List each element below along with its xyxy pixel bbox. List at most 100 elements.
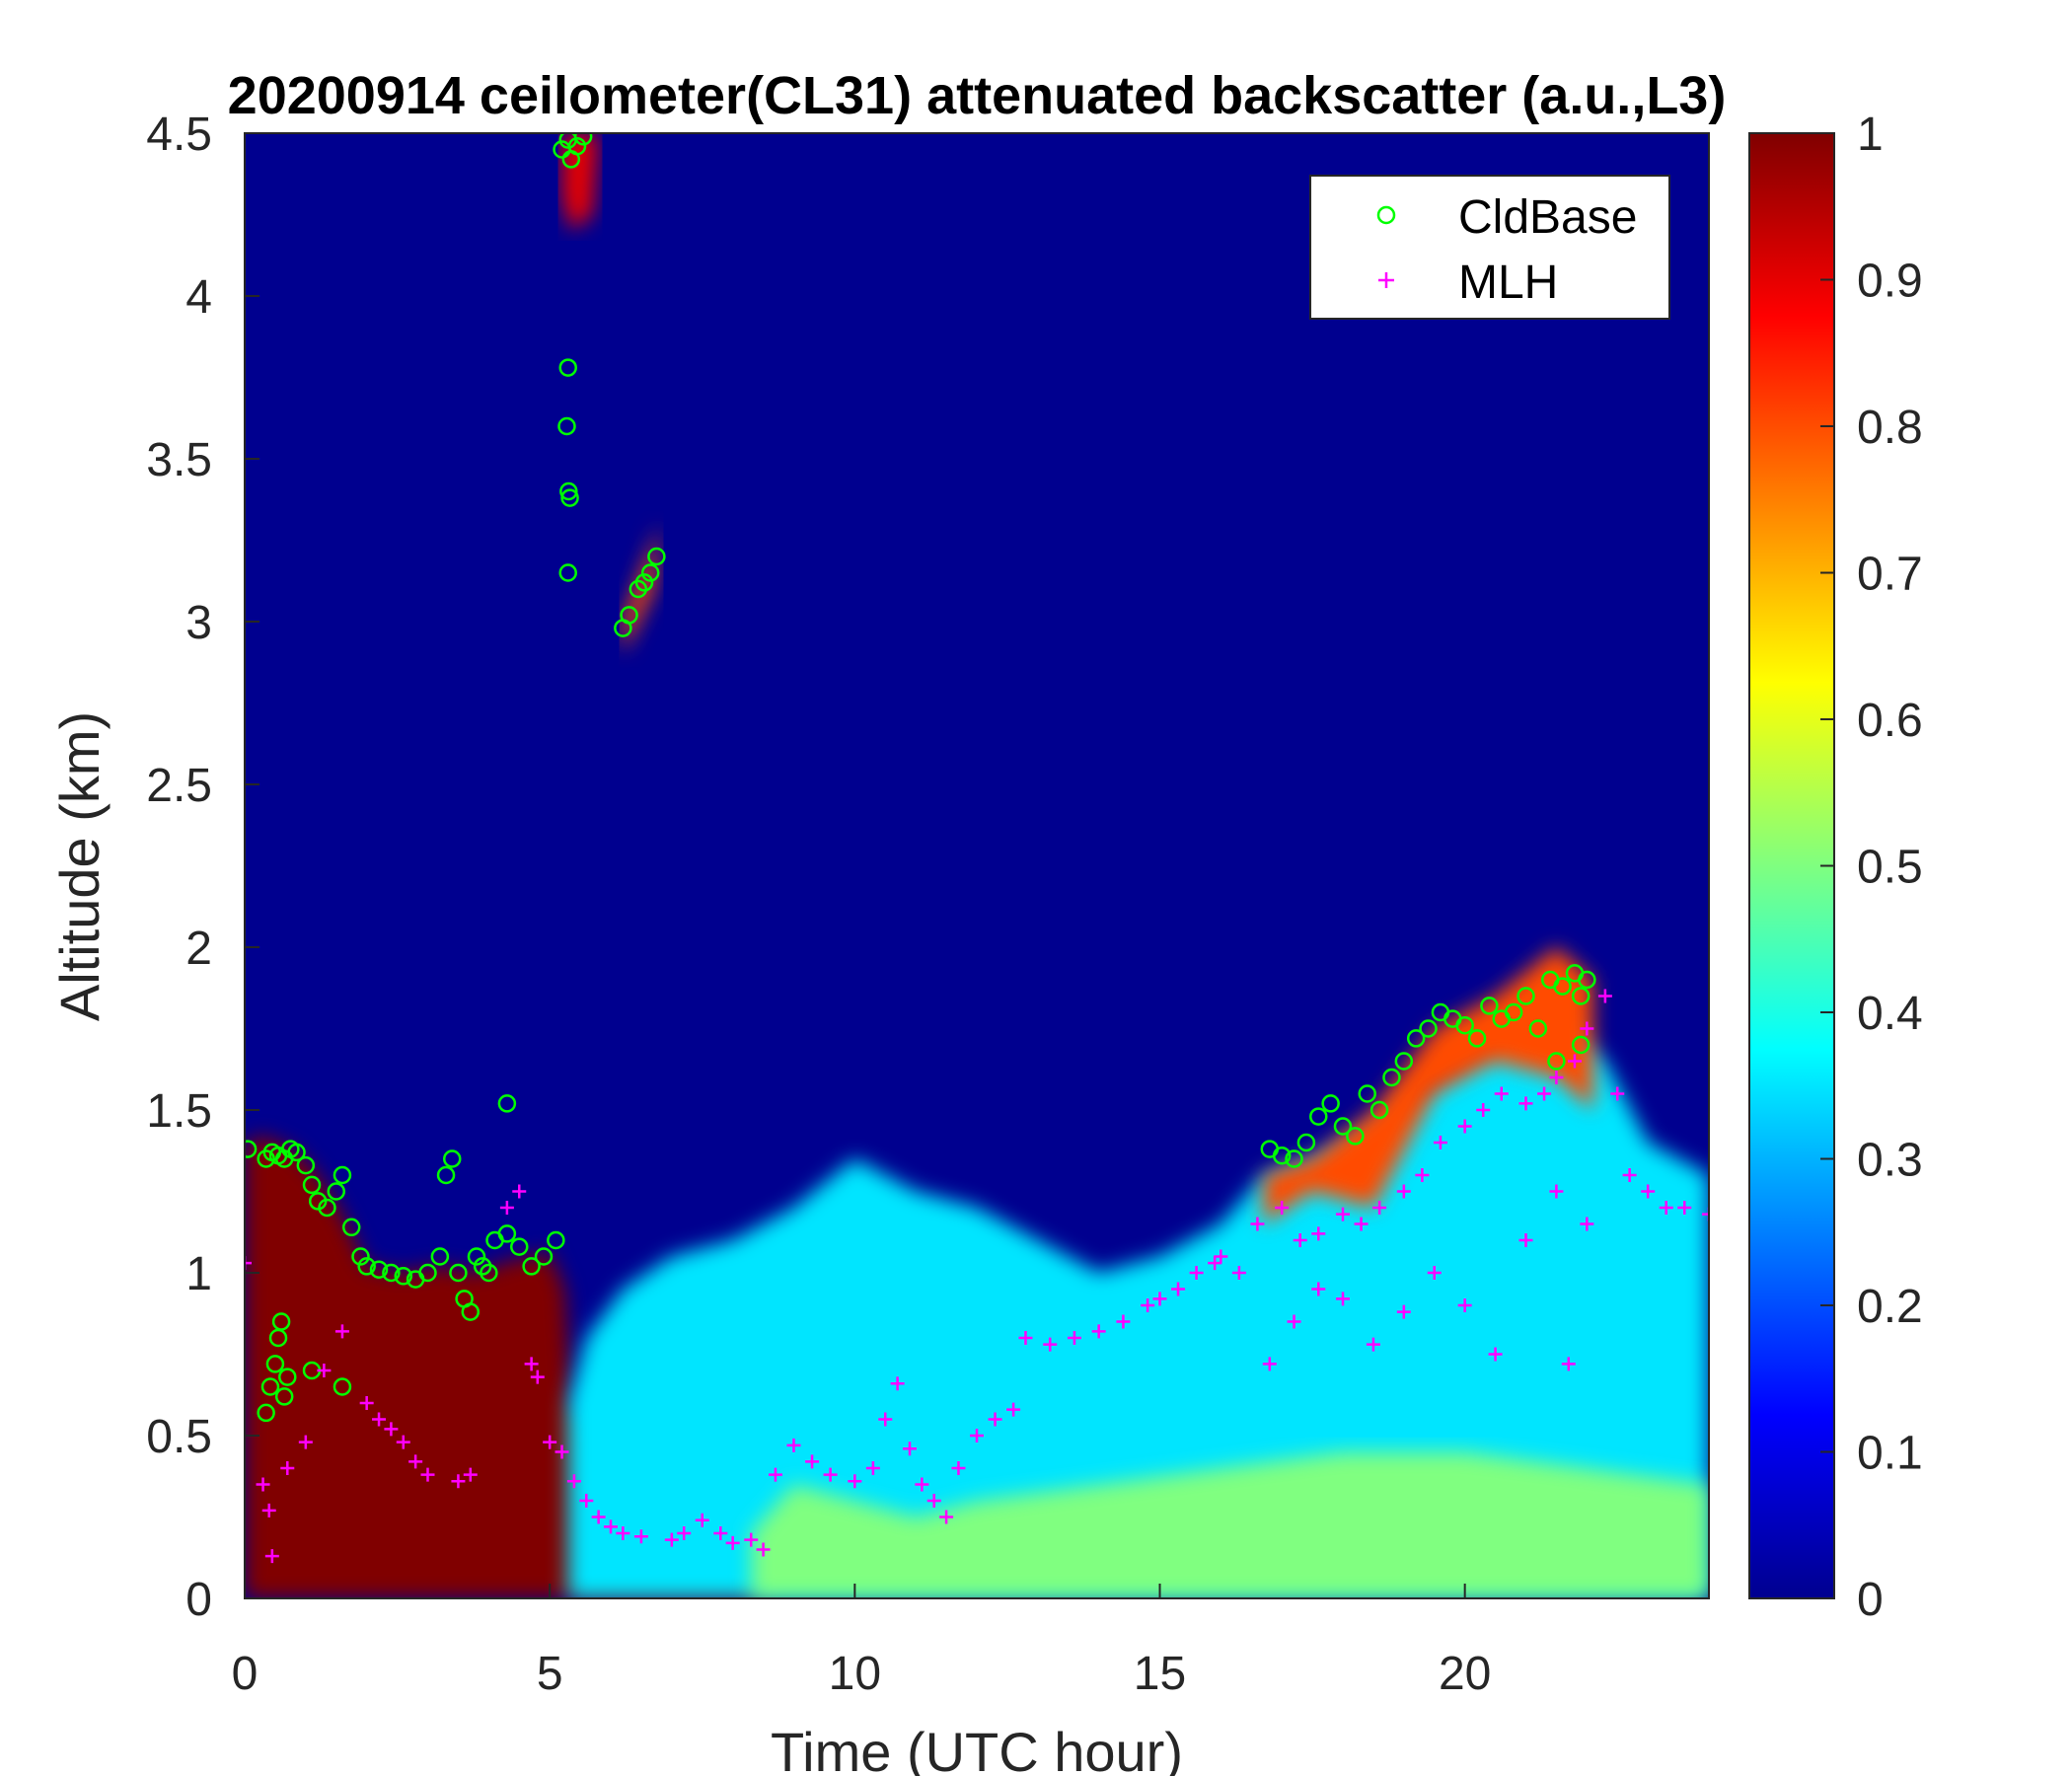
mlh-point [1518,1096,1533,1111]
cldbase-point [436,1165,456,1185]
cldbase-point [1406,1029,1426,1048]
mlh-point [1476,1103,1491,1117]
cldbase-point [1547,1052,1566,1071]
mlh-point [1561,1357,1576,1371]
mlh-point [1275,1201,1290,1215]
y-axis-label: Altitude (km) [48,711,111,1021]
mlh-point [1171,1282,1186,1296]
cldbase-point [558,358,577,377]
cldbase-point [634,573,654,592]
cldbase-point [333,1377,352,1396]
mlh-point [359,1396,374,1410]
backscatter-region-5 [1263,947,1593,1224]
mlh-point [970,1429,984,1443]
mlh-point [334,1324,349,1339]
cldbase-point [430,1247,450,1266]
colorbar-tick-label: 0.9 [1857,256,1923,308]
mlh-point [1396,1304,1411,1319]
x-tick-label: 10 [829,1648,881,1700]
mlh-point [768,1467,782,1482]
mlh-point [1250,1217,1265,1231]
cldbase-point [1480,997,1499,1015]
y-tick-label: 2 [185,923,212,975]
colorbar-tick-label: 0 [1857,1574,1884,1626]
mlh-point [1141,1298,1155,1312]
mlh-point [280,1461,295,1475]
mlh-point [264,1549,279,1564]
mlh-point [1152,1292,1167,1306]
y-tick-label: 2.5 [146,760,212,812]
cldbase-point [318,1198,336,1218]
cldbase-point [1285,1149,1303,1168]
legend-mlh-marker [1378,272,1394,288]
mlh-point [823,1467,838,1482]
mlh-point [1231,1266,1246,1280]
y-tick-label: 3.5 [146,434,212,486]
mlh-point [451,1474,466,1489]
backscatter-field [245,133,1709,1598]
cldbase-point [467,1247,486,1266]
mlh-point [1091,1324,1106,1339]
cldbase-point [497,1224,517,1243]
cldbase-point [382,1263,401,1283]
mlh-point [1597,989,1612,1003]
mlh-point [512,1184,527,1199]
y-axis: 0 0.5 1 1.5 2 2.5 3 3.5 4 4.5 [146,109,259,1626]
cldbase-point [257,1403,275,1423]
mlh-point [848,1474,862,1489]
mlh-point [1567,1054,1582,1069]
colorbar-tick-label: 0.3 [1857,1135,1923,1187]
mlh-point [865,1461,880,1475]
cldbase-point [497,1094,517,1113]
mlh-point [633,1529,648,1544]
cldbase-point [369,1260,389,1279]
cldbase-point [534,1247,554,1266]
mlh-point [1457,1298,1472,1312]
mlh-point [1366,1337,1380,1352]
cldbase-point [449,1263,468,1283]
y-tick-label: 3 [185,597,212,649]
x-tick-label: 20 [1439,1648,1491,1700]
mlh-point [1354,1217,1369,1231]
mlh-point [372,1412,387,1427]
cldbase-point [1517,987,1535,1005]
mlh-point [1622,1168,1637,1182]
mlh-point [756,1542,771,1557]
legend-box [1309,175,1670,320]
legend-cldbase-marker [1376,205,1396,225]
x-tick-label: 0 [232,1648,259,1700]
mlh-point [939,1510,954,1524]
mlh-point [1518,1233,1533,1247]
cldbase-point [271,1312,291,1331]
mlh-point [396,1435,410,1449]
y-tick-label: 4 [185,271,212,324]
mlh-point [926,1494,941,1508]
mlh-point [555,1444,569,1459]
y-tick-label: 1.5 [146,1085,212,1138]
legend-cldbase-label: CldBase [1458,191,1637,244]
y-tick-label: 1 [185,1248,212,1300]
cldbase-point [394,1267,413,1286]
x-axis-label: Time (UTC hour) [771,1721,1183,1776]
cldbase-point [510,1237,529,1256]
colorbar-tick-label: 0.6 [1857,695,1923,747]
mlh-point [524,1357,539,1371]
cldbase-point [1553,977,1572,996]
colorbar-tick-label: 1 [1857,109,1884,161]
mlh-point [1488,1347,1503,1362]
x-axis: 0 5 10 15 20 [232,1584,1491,1700]
cldbase-point [1455,1015,1474,1035]
cldbase-point [1578,970,1596,990]
cldbase-point [480,1263,498,1283]
backscatter-region-2 [751,1451,1709,1598]
mlh-point [604,1519,618,1534]
cldbase-point [461,1302,481,1321]
cldbase-point [1296,1133,1316,1152]
mlh-point [1580,1021,1594,1036]
cldbase-point [647,547,666,566]
mlh-point [1610,1086,1625,1101]
x-tick-label: 5 [537,1648,563,1700]
mlh-point [878,1412,893,1427]
mlh-point [1702,1207,1709,1221]
mlh-point [298,1435,313,1449]
